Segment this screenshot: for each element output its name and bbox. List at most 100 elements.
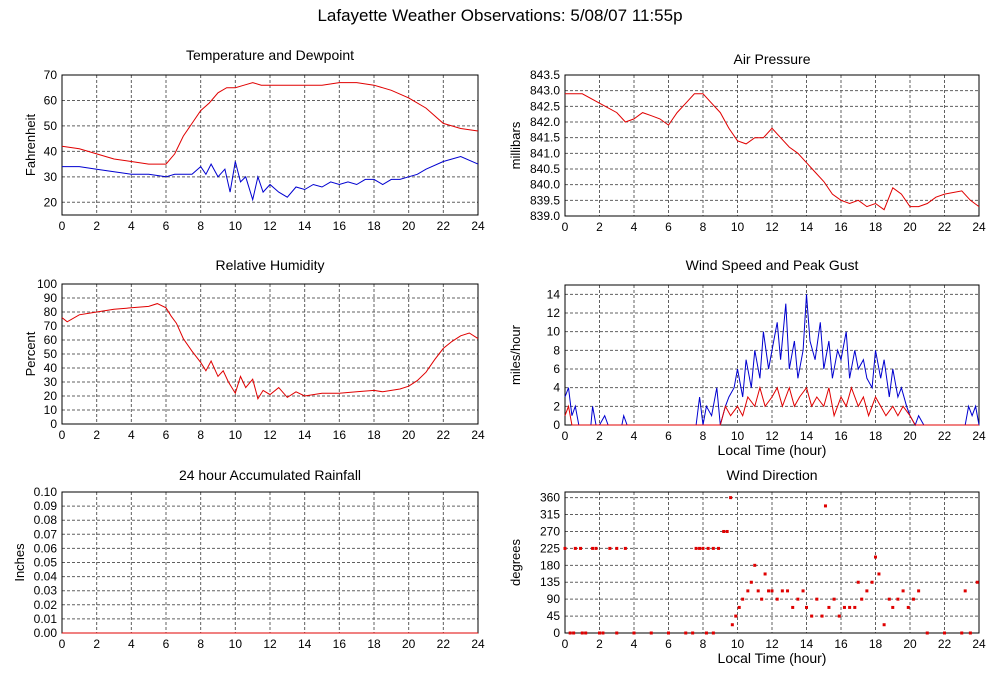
x-tick-label: 16 [834,637,848,651]
data-point [796,597,800,601]
y-axis-label: Fahrenheit [23,114,38,177]
x-tick-label: 14 [298,428,312,442]
x-tick-label: 24 [471,428,485,442]
y-tick-label: 70 [44,319,58,333]
y-tick-label: 45 [547,609,561,623]
data-point [791,605,795,609]
y-tick-label: 839.5 [530,193,560,207]
data-point [823,504,827,508]
x-tick-label: 24 [972,637,986,651]
series-line-red [565,93,980,211]
x-tick-label: 2 [596,429,603,443]
data-point [594,546,598,550]
data-point [694,546,698,550]
y-tick-label: 14 [547,287,561,301]
series-points [563,496,979,635]
data-point [734,614,738,618]
x-tick-label: 0 [59,637,66,651]
series-line-red [61,303,479,401]
data-point [827,605,831,609]
data-point [741,597,745,601]
data-point [568,631,572,635]
data-point [711,631,715,635]
x-tick-label: 20 [402,428,416,442]
y-tick-label: 100 [37,277,57,291]
y-axis-label: millibars [508,121,523,169]
x-tick-label: 0 [562,637,569,651]
chart-title: Air Pressure [733,51,810,67]
y-tick-label: 2 [553,399,560,413]
data-point [722,529,726,533]
x-tick-label: 20 [402,637,416,651]
x-tick-label: 18 [367,428,381,442]
x-tick-label: 4 [128,637,135,651]
data-point [737,605,741,609]
y-tick-label: 842.5 [530,99,560,113]
y-tick-label: 841.5 [530,131,560,145]
data-point [786,589,790,593]
data-point [615,631,619,635]
x-tick-label: 18 [869,220,883,234]
x-tick-label: 18 [869,637,883,651]
data-point [706,546,710,550]
y-tick-label: 0 [553,626,560,640]
data-point [815,597,819,601]
y-tick-label: 70 [44,68,58,82]
data-point [684,631,688,635]
data-point [891,605,895,609]
data-point [975,580,979,584]
plot-frame [564,284,980,426]
chart-title: Temperature and Dewpoint [186,47,354,63]
x-tick-label: 4 [631,220,638,234]
grid [61,74,479,215]
grid [564,74,980,217]
data-point [896,597,900,601]
x-tick-label: 16 [333,428,347,442]
x-tick-label: 2 [596,220,603,234]
x-tick-label: 8 [700,220,707,234]
data-point [573,546,577,550]
x-tick-label: 2 [93,219,100,233]
x-axis-label: Local Time (hour) [718,442,827,458]
y-tick-label: 8 [553,343,560,357]
y-tick-label: 10 [547,325,561,339]
x-tick-label: 22 [437,219,451,233]
plot-frame [61,283,479,425]
data-point [848,605,852,609]
y-tick-label: 4 [553,381,560,395]
x-tick-label: 14 [800,429,814,443]
data-point [837,614,841,618]
data-point [632,631,636,635]
x-tick-label: 20 [903,220,917,234]
x-tick-label: 2 [596,637,603,651]
data-point [729,496,733,500]
x-tick-label: 12 [765,637,779,651]
series-line-blue [564,294,980,427]
page-title: Lafayette Weather Observations: 5/08/07 … [317,6,683,25]
data-point [598,631,601,635]
data-point [623,546,627,550]
data-point [775,597,779,601]
data-point [615,546,619,550]
y-tick-label: 80 [44,305,58,319]
plot-frame [61,74,479,216]
y-axis-label: Inches [12,543,27,582]
data-point [746,589,750,593]
data-point [917,589,921,593]
x-tick-label: 16 [333,637,347,651]
chart-title: Relative Humidity [216,257,325,273]
data-point [704,631,708,635]
data-point [767,589,771,593]
data-point [963,589,967,593]
y-tick-label: 90 [44,291,58,305]
data-point [580,631,584,635]
y-tick-label: 60 [44,333,58,347]
series-line-red [61,82,479,165]
x-tick-label: 6 [163,219,170,233]
data-point [725,529,729,533]
data-point [865,589,869,593]
x-tick-label: 2 [93,637,100,651]
